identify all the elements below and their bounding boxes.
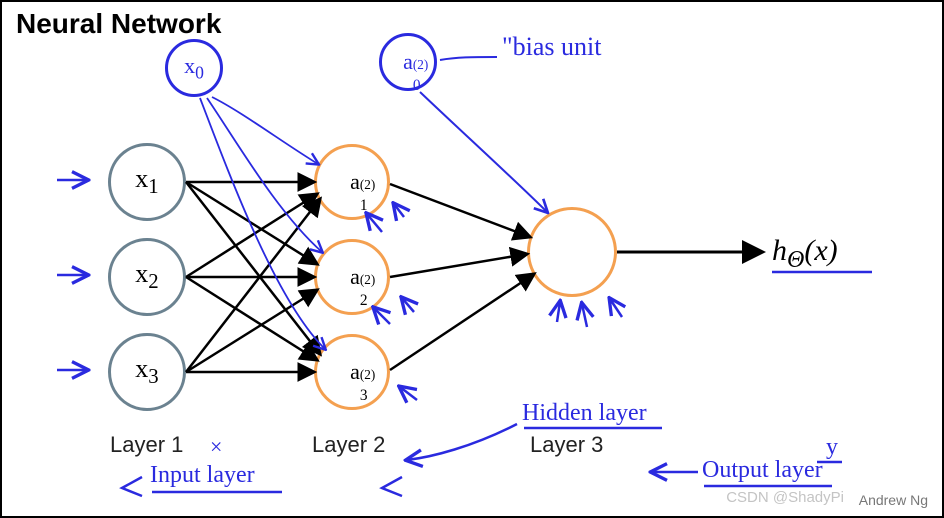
diagram-title: Neural Network: [16, 8, 221, 40]
bias-node-a0: a0(2): [379, 33, 437, 91]
input-node-x1: x1: [108, 143, 186, 221]
cross-marker-layer1: ×: [210, 434, 222, 460]
bias-a0-label: a0(2): [403, 49, 413, 75]
input-layer-annotation: Input layer: [150, 462, 255, 489]
hidden-node-a2: a2(2): [314, 239, 390, 315]
output-y-marker: y: [826, 434, 838, 461]
bias-node-x0: x0: [165, 39, 223, 97]
bias-x0-edges: [200, 97, 325, 349]
hidden-layer-annotation: Hidden layer: [522, 400, 647, 427]
hidden-node-a3: a3(2): [314, 334, 390, 410]
layer2-label: Layer 2: [312, 432, 385, 458]
bias-unit-annotation: "bias unit: [502, 32, 601, 62]
output-ticks: [557, 299, 622, 327]
edges-l2-l3: [390, 184, 534, 370]
output-node: [527, 207, 617, 297]
output-fn-label: hΘ(x): [772, 234, 838, 274]
output-layer-annotation: Output layer: [702, 457, 823, 484]
input-node-x2: x2: [108, 238, 186, 316]
bias-label-connector: [440, 57, 497, 60]
layer3-label: Layer 3: [530, 432, 603, 458]
layer1-label: Layer 1: [110, 432, 183, 458]
bias-x0-label: x0: [184, 53, 204, 83]
input-arrows: [57, 180, 87, 370]
csdn-watermark: CSDN @ShadyPi: [726, 489, 844, 506]
credit-label: Andrew Ng: [859, 492, 928, 508]
hidden-node-a1: a1(2): [314, 144, 390, 220]
bias-a0-edge: [420, 92, 547, 212]
edges-l1-l2: [186, 182, 320, 372]
input-node-x3: x3: [108, 333, 186, 411]
diagram-stage: Neural Network x0 a0(2) x1 x2 x3 a1(2) a…: [0, 0, 944, 518]
